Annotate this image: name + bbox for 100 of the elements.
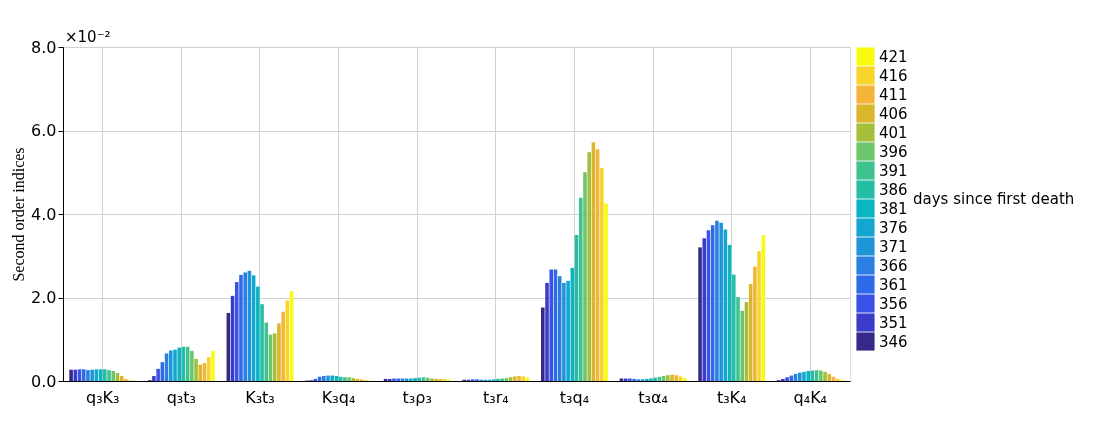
bar: [81, 369, 86, 381]
bar: [619, 378, 624, 381]
legend-label: 396: [879, 142, 908, 161]
bar: [413, 378, 417, 381]
bar: [156, 368, 160, 381]
bar: [351, 378, 356, 381]
bar: [496, 378, 500, 381]
bar: [234, 282, 239, 381]
bar: [425, 377, 430, 381]
bar: [264, 322, 269, 381]
bar: [587, 152, 591, 381]
bar: [281, 311, 285, 381]
bar: [702, 238, 707, 381]
bar: [206, 357, 211, 381]
bar: [190, 350, 194, 381]
bar: [400, 378, 405, 381]
bar: [387, 378, 392, 381]
bar: [819, 370, 823, 381]
bar: [404, 378, 409, 381]
bar: [549, 269, 554, 381]
legend-label: 421: [879, 47, 908, 66]
bar: [69, 369, 73, 381]
bar: [173, 349, 177, 381]
bar: [698, 247, 702, 381]
x-tick-label: t₃ρ₃: [402, 387, 432, 407]
bar: [86, 370, 90, 381]
bar: [239, 274, 243, 381]
legend-label: 356: [879, 294, 908, 313]
legend-label: 381: [879, 199, 908, 218]
bar: [111, 370, 116, 381]
bar: [806, 370, 810, 381]
bar: [757, 251, 761, 381]
y-tick-label: 4.0: [31, 204, 57, 224]
bar: [517, 375, 521, 381]
bar: [409, 378, 413, 381]
bar: [802, 371, 806, 381]
bar: [326, 375, 330, 381]
bar: [781, 378, 785, 381]
bar: [670, 374, 674, 381]
bar: [566, 280, 570, 381]
bar: [330, 375, 335, 381]
bar: [508, 377, 513, 381]
bar: [168, 350, 173, 381]
bar: [90, 369, 94, 381]
bar: [823, 371, 827, 381]
legend-label: 361: [879, 275, 908, 294]
legend-label: 401: [879, 123, 908, 142]
legend-label: 416: [879, 66, 908, 85]
bar: [785, 377, 789, 381]
bar: [653, 377, 657, 381]
bar: [322, 375, 326, 381]
bar: [753, 266, 757, 381]
bar: [124, 378, 128, 381]
bar: [277, 323, 281, 381]
y-tick-label: 2.0: [31, 288, 57, 307]
x-tick-label: t₃r₄: [482, 387, 509, 407]
bar: [211, 350, 215, 381]
bar: [541, 307, 545, 381]
bar: [797, 372, 802, 381]
bar: [512, 376, 517, 381]
x-tick-label: K₃t₃: [245, 387, 275, 407]
legend-label: 366: [879, 256, 908, 275]
bar: [740, 310, 745, 381]
bar: [243, 272, 247, 381]
bar: [719, 222, 723, 381]
x-tick-label: q₃K₃: [85, 387, 120, 407]
y-axis-title: Second order indices: [10, 147, 28, 282]
x-tick-label: t₃K₄: [716, 387, 747, 407]
x-tick-label: q₃t₃: [166, 387, 196, 407]
bar: [674, 375, 679, 381]
bar: [628, 378, 632, 381]
bar: [736, 297, 740, 381]
bar: [256, 286, 260, 381]
bar: [177, 347, 182, 381]
bar: [396, 378, 401, 381]
bar: [103, 369, 107, 381]
bar: [666, 375, 670, 381]
legend-label: 411: [879, 85, 908, 104]
bar: [644, 378, 649, 381]
bar: [632, 378, 636, 381]
bar: [678, 376, 683, 381]
bar: [682, 378, 687, 381]
y-tick-label: 6.0: [31, 121, 57, 140]
bar: [434, 378, 438, 381]
bar: [715, 220, 719, 381]
bar: [827, 373, 832, 381]
legend-label: 406: [879, 104, 908, 123]
bar: [562, 282, 566, 381]
bar: [152, 375, 156, 381]
bar: [600, 168, 604, 381]
bar: [347, 377, 351, 381]
y-tick-label: 8.0: [31, 37, 57, 57]
bar: [430, 378, 434, 381]
bar: [392, 378, 396, 381]
x-tick-label: K₃q₄: [321, 387, 356, 407]
bar: [500, 378, 504, 381]
x-tick-label: q₄K₄: [793, 387, 828, 407]
bar: [623, 378, 628, 381]
legend-label: 371: [879, 237, 908, 256]
bar: [107, 370, 111, 381]
